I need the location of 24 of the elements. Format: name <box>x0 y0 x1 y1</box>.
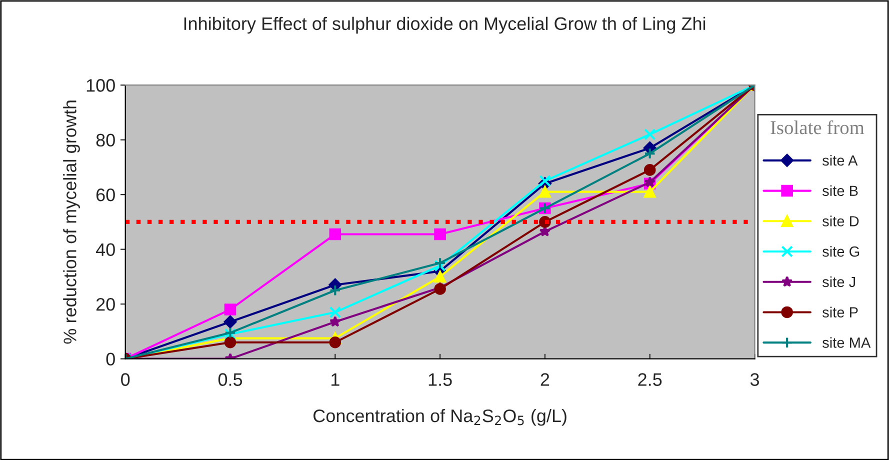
y-tick-label: 60 <box>96 188 115 202</box>
y-axis-title: % reduction of mycelial growth <box>63 100 80 344</box>
x-tick-label: 0.5 <box>218 373 242 386</box>
legend-label: site A <box>822 154 858 166</box>
x-axis-title: Concentration of Na$_{2}$S$_{2}$O$_{5}$ (g/L) <box>314 408 566 426</box>
y-tick-label: 100 <box>86 79 115 92</box>
y-tick-label: 40 <box>96 243 115 256</box>
legend-label: site G <box>822 246 860 257</box>
chart-title: Inhibitory Effect of sulphur dioxide on Mycelial Grow th of Ling Zhi <box>184 16 706 34</box>
legend-label: site MA <box>822 337 871 348</box>
legend-label: site J <box>822 276 856 288</box>
x-tick-label: 3 <box>750 373 759 386</box>
x-tick-label: 2 <box>540 373 550 386</box>
y-tick-label: 80 <box>96 134 115 147</box>
legend-label: site B <box>822 185 858 196</box>
x-tick-label: 1.5 <box>428 373 452 386</box>
legend-label: site P <box>822 306 858 318</box>
y-tick-label: 20 <box>96 298 115 311</box>
legend-label: site D <box>822 216 859 226</box>
x-tick-label: 0 <box>121 373 130 386</box>
x-tick-label: 2.5 <box>638 373 662 386</box>
legend-title: Isolate from <box>770 120 864 134</box>
x-tick-label: 1 <box>332 373 340 386</box>
y-tick-label: 0 <box>106 352 115 366</box>
